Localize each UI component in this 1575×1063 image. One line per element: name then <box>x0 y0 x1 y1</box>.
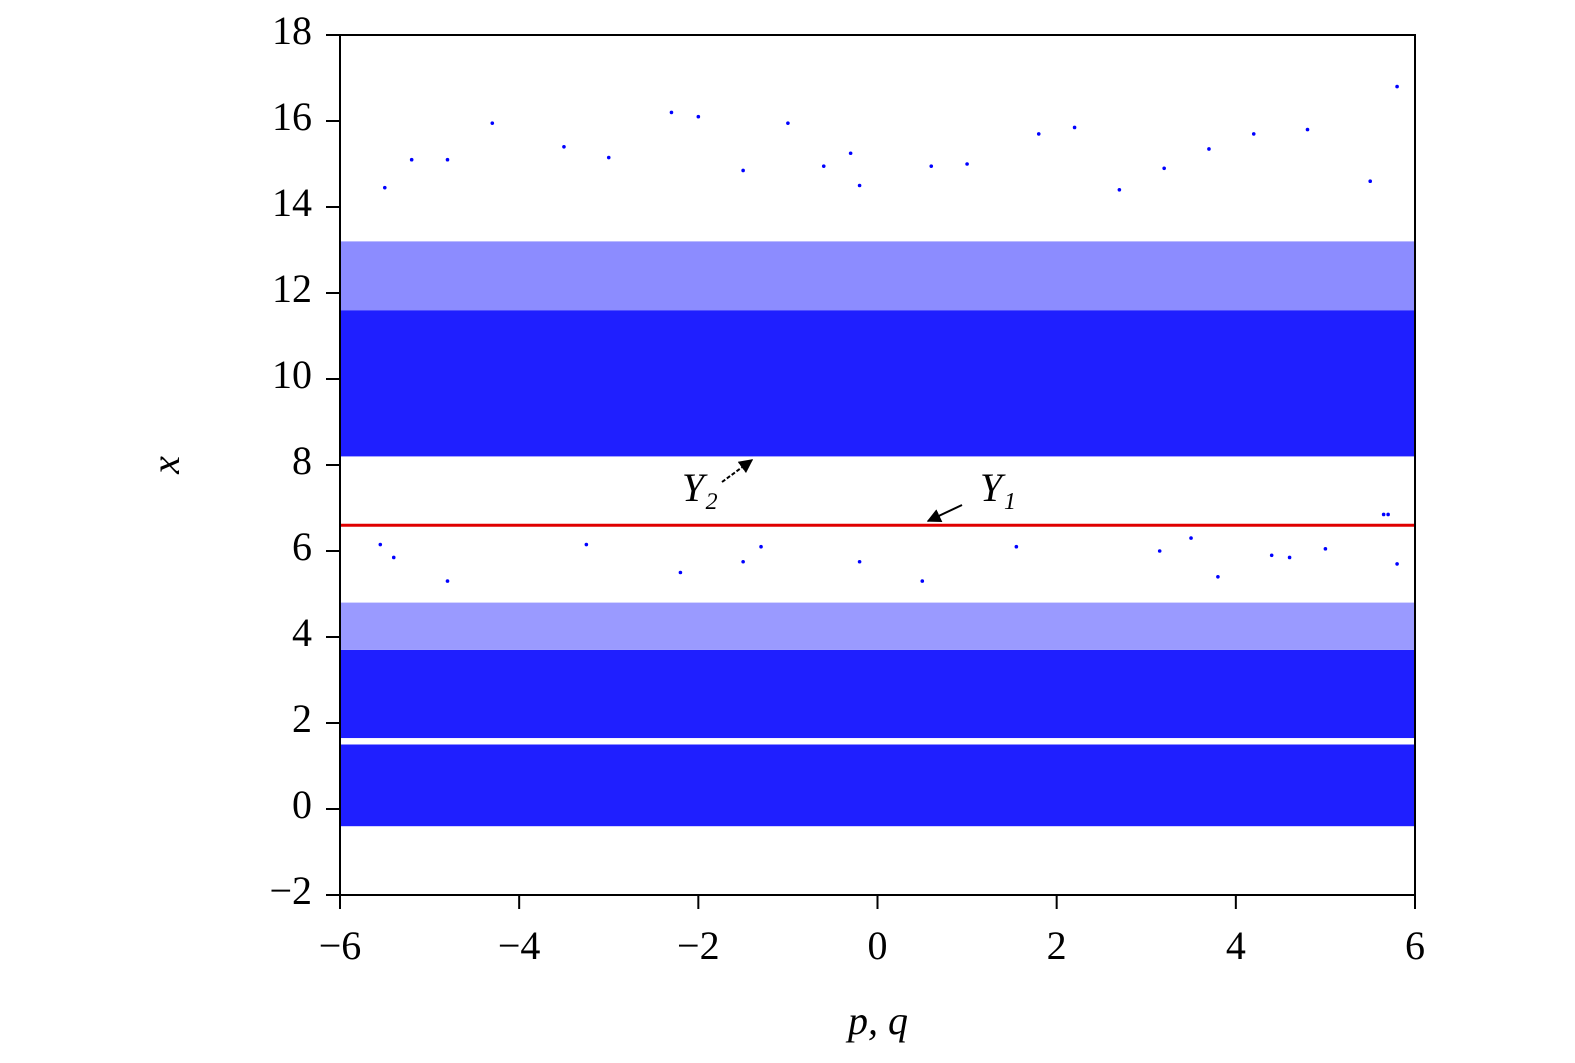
point <box>606 155 611 160</box>
point <box>1269 553 1274 558</box>
point <box>1305 127 1310 132</box>
point <box>965 162 969 166</box>
point <box>759 544 763 549</box>
point <box>409 157 414 162</box>
point <box>929 164 934 168</box>
point <box>821 164 826 168</box>
point <box>1014 544 1019 549</box>
dense-band <box>340 649 1415 739</box>
y-tick-label: 12 <box>272 266 312 311</box>
point <box>584 542 589 547</box>
y-tick-label: 10 <box>272 352 312 397</box>
dense-band <box>340 744 1415 827</box>
point <box>1395 84 1399 89</box>
y-tick-label: 16 <box>272 94 312 139</box>
point <box>848 151 853 156</box>
x-tick-label: −2 <box>677 923 720 968</box>
point <box>741 559 745 564</box>
point <box>490 121 495 125</box>
point <box>696 114 701 119</box>
point <box>1386 512 1390 517</box>
point <box>1117 188 1122 192</box>
point <box>678 570 683 575</box>
point <box>1323 547 1328 551</box>
point <box>445 157 450 162</box>
point <box>378 542 383 547</box>
point <box>786 121 790 125</box>
point <box>1368 179 1373 183</box>
annotation-arrow <box>721 459 754 483</box>
y-tick-label: 18 <box>272 8 312 53</box>
x-tick-label: 6 <box>1405 923 1425 968</box>
point <box>382 185 387 190</box>
dense-band <box>340 241 1415 311</box>
point <box>669 110 674 115</box>
y-tick-label: 0 <box>292 782 312 827</box>
point <box>1395 562 1399 566</box>
y-tick-label: 6 <box>292 524 312 569</box>
dense-band <box>340 310 1415 457</box>
y-tick-label: −2 <box>269 868 312 913</box>
point <box>1381 512 1386 517</box>
x-axis-label: p, q <box>845 998 908 1043</box>
point <box>1072 125 1077 130</box>
y-axis-label: x <box>143 456 188 475</box>
dense-band <box>340 602 1415 650</box>
point <box>857 559 862 564</box>
x-tick-label: 0 <box>868 923 888 968</box>
x-tick-label: −6 <box>319 923 362 968</box>
x-tick-label: 2 <box>1047 923 1067 968</box>
point <box>1189 536 1193 540</box>
annotation: Y₂ <box>682 465 718 510</box>
y-tick-label: 4 <box>292 610 312 655</box>
point <box>857 183 862 188</box>
point <box>741 168 745 173</box>
point <box>562 145 566 149</box>
point <box>391 555 396 560</box>
point <box>1036 132 1041 136</box>
point <box>445 579 450 583</box>
y-tick-label: 2 <box>292 696 312 741</box>
point <box>1157 549 1162 553</box>
x-tick-label: −4 <box>498 923 541 968</box>
point <box>1287 555 1292 560</box>
annotation: Y₁ <box>980 465 1016 510</box>
x-tick-label: 4 <box>1226 923 1246 968</box>
point <box>1251 132 1256 136</box>
point <box>1207 147 1211 151</box>
annotation-arrow <box>926 504 963 522</box>
point <box>920 579 925 583</box>
y-tick-label: 8 <box>292 438 312 483</box>
point <box>1162 166 1166 171</box>
point <box>1216 575 1220 579</box>
y-tick-label: 14 <box>272 180 312 225</box>
